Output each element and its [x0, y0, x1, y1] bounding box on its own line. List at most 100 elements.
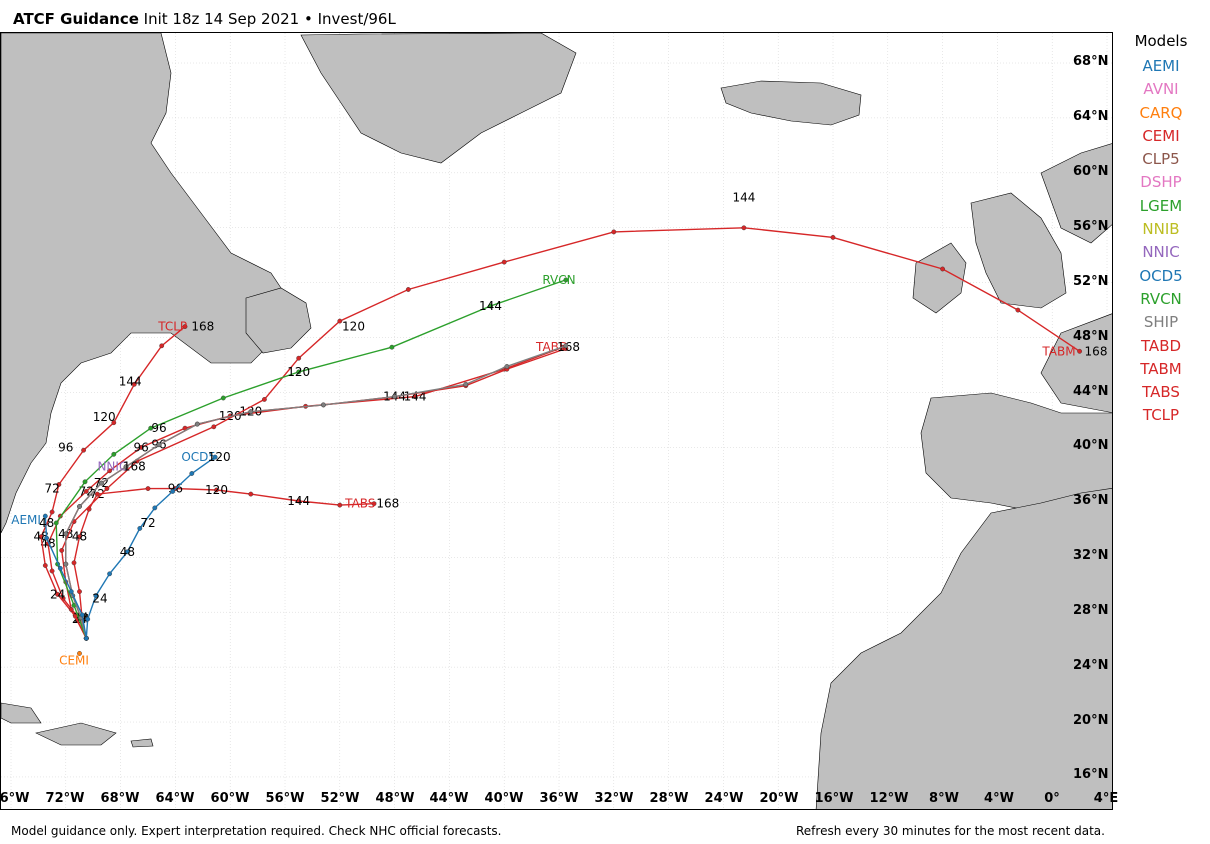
lon-label-24w: 24°W — [704, 791, 744, 806]
track-label-rvcn: 96 — [151, 421, 166, 435]
track-point-ocd5 — [212, 454, 218, 460]
track-label-aemi: 48 — [39, 516, 54, 530]
track-point-cemi2 — [741, 225, 747, 231]
track-point-cemi — [159, 343, 165, 349]
track-point-cemi2 — [337, 318, 343, 324]
track-point-cemi — [182, 324, 188, 329]
track-point-tabs — [248, 491, 254, 497]
cuba — [1, 702, 42, 724]
track-point-cemi2 — [501, 259, 507, 265]
track-label-tabs: 48 — [72, 530, 87, 544]
forecast-tracks: 24487296120144TABD2448729612014416824487… — [11, 191, 1107, 668]
legend-item-tclp: TCLP — [1142, 406, 1180, 425]
track-point-tabs — [77, 589, 82, 594]
legend-item-tabs: TABS — [1142, 383, 1180, 402]
track-point-tabs — [77, 534, 82, 540]
lat-label-36n: 36°N — [1073, 493, 1109, 508]
lat-label-28n: 28°N — [1073, 603, 1109, 618]
track-line-cemi — [40, 326, 186, 639]
track-label-tabd: 96 — [134, 440, 149, 454]
lon-label-68w: 68°W — [100, 791, 140, 806]
track-label-ocd5: 120 — [208, 450, 231, 464]
lon-label-60w: 60°W — [210, 791, 250, 806]
track-point-tabd — [138, 444, 144, 450]
lon-label-44w: 44°W — [429, 791, 469, 806]
legend-item-tabd: TABD — [1140, 336, 1182, 355]
track-line-aemi — [44, 516, 87, 639]
scandinavia — [1040, 143, 1112, 244]
greenland — [300, 33, 577, 164]
track-point-ocd5 — [107, 571, 113, 577]
track-point-tabs — [296, 498, 302, 504]
track-label-tabs: 168 — [376, 497, 399, 511]
track-line-tabd — [47, 346, 564, 639]
track-point-tabs — [371, 501, 377, 507]
lon-label-8w: 8°W — [929, 791, 959, 806]
lon-label-28w: 28°W — [649, 791, 689, 806]
lat-label-32n: 32°N — [1073, 548, 1109, 563]
track-label-cemi: 72 — [44, 482, 59, 496]
track-point-rvcn — [82, 479, 88, 485]
track-label-nnic: NNIC — [97, 460, 127, 474]
track-label-ocd5: 72 — [140, 516, 155, 530]
legend-item-ship: SHIP — [1143, 313, 1179, 332]
newfoundland — [245, 287, 312, 354]
track-point-tabs — [337, 502, 343, 508]
lon-label-0: 0° — [1044, 791, 1060, 806]
track-label-cemi2: TABM — [1041, 344, 1075, 358]
track-point-cemi2 — [1015, 307, 1021, 313]
track-point-cemi2 — [830, 234, 836, 240]
africa — [815, 487, 1112, 809]
track-point-cemi2 — [59, 548, 65, 553]
landmasses — [1, 33, 1112, 809]
legend-item-nnic: NNIC — [1142, 243, 1180, 262]
legend-item-carq: CARQ — [1139, 103, 1183, 122]
lat-label-68n: 68°N — [1073, 54, 1109, 69]
lon-label-40w: 40°W — [484, 791, 524, 806]
lat-label-60n: 60°N — [1073, 164, 1109, 179]
lon-label-4w: 4°W — [984, 791, 1014, 806]
track-point-ocd5 — [189, 471, 195, 476]
legend-item-aemi: AEMI — [1142, 57, 1180, 75]
track-label-cemi2: 144 — [732, 191, 755, 205]
track-line-tabm — [65, 347, 567, 639]
track-line-rvcn — [55, 279, 567, 639]
footer-refresh-note: Refresh every 30 minutes for the most re… — [796, 824, 1105, 838]
track-point-cemi2 — [1077, 348, 1083, 354]
track-label-rvcn: 120 — [287, 365, 310, 379]
track-label-ocd5: OCD5 — [181, 450, 216, 464]
track-point-tabs — [94, 491, 100, 497]
track-point-ship — [194, 421, 200, 427]
track-point-cemi — [81, 447, 87, 453]
puerto-rico — [130, 738, 154, 748]
track-point-cemi2 — [405, 287, 411, 292]
lon-label-72w: 72°W — [45, 791, 85, 806]
track-point-cemi — [49, 509, 55, 515]
track-point-tabd — [412, 394, 418, 399]
track-point-ship — [463, 381, 469, 387]
track-point-cemi — [111, 420, 117, 426]
track-point-ship — [248, 409, 254, 415]
track-point-cemi2 — [211, 424, 217, 430]
track-label-tabs: 120 — [205, 483, 228, 497]
track-point-tabs — [71, 560, 77, 566]
track-point-ocd5 — [152, 505, 158, 511]
track-point-cemi — [38, 534, 44, 540]
map-canvas[interactable]: 24487296120144TABD2448729612014416824487… — [1, 33, 1113, 810]
track-label-cemi: 120 — [93, 410, 116, 424]
legend-items: AEMI AVNI CARQ CEMI CLP5 DSHP LGEM NNIB NNIC OCD5… — [1118, 55, 1204, 428]
map-panel[interactable]: 24487296120144TABD2448729612014416824487… — [0, 32, 1113, 810]
track-point-cemi2 — [940, 266, 945, 272]
track-label-rvcn: 144 — [479, 299, 502, 313]
track-label-cemi: 144 — [119, 375, 142, 389]
track-point-aemi — [83, 635, 89, 641]
footer-disclaimer: Model guidance only. Expert interpretati… — [11, 824, 502, 838]
track-point-aemi — [79, 612, 85, 618]
north-america — [1, 33, 292, 534]
track-label-tabs: 144 — [287, 494, 310, 508]
ireland — [912, 242, 967, 314]
track-point-ocd5 — [137, 525, 143, 531]
track-label-cemi: 48 — [33, 530, 48, 544]
legend-item-tabm: TABM — [1140, 359, 1182, 378]
track-point-rvcn — [148, 425, 154, 431]
